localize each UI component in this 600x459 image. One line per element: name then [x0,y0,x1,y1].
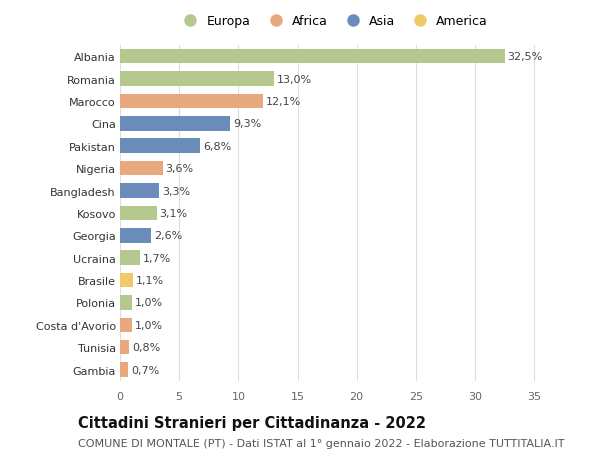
Bar [120,229,151,243]
Bar [120,117,230,131]
Text: 2,6%: 2,6% [154,231,182,241]
Bar [120,95,263,109]
Bar [120,162,163,176]
Bar [120,206,157,221]
Text: 0,8%: 0,8% [133,342,161,353]
Bar [120,296,132,310]
Bar [120,50,505,64]
Text: COMUNE DI MONTALE (PT) - Dati ISTAT al 1° gennaio 2022 - Elaborazione TUTTITALIA: COMUNE DI MONTALE (PT) - Dati ISTAT al 1… [78,438,565,448]
Text: 3,3%: 3,3% [162,186,190,196]
Text: 9,3%: 9,3% [233,119,261,129]
Text: 1,7%: 1,7% [143,253,172,263]
Bar [120,184,159,198]
Bar [120,363,128,377]
Legend: Europa, Africa, Asia, America: Europa, Africa, Asia, America [178,15,488,28]
Bar [120,340,130,355]
Bar [120,251,140,265]
Bar [120,318,132,332]
Text: 0,7%: 0,7% [131,365,160,375]
Bar [120,273,133,288]
Text: 3,1%: 3,1% [160,208,188,218]
Text: 32,5%: 32,5% [508,52,543,62]
Text: 1,1%: 1,1% [136,275,164,285]
Bar [120,72,274,87]
Text: 13,0%: 13,0% [277,74,312,84]
Text: 1,0%: 1,0% [135,320,163,330]
Text: 3,6%: 3,6% [166,164,194,174]
Text: 6,8%: 6,8% [203,141,232,151]
Bar [120,139,200,154]
Text: 1,0%: 1,0% [135,298,163,308]
Text: 12,1%: 12,1% [266,97,301,107]
Text: Cittadini Stranieri per Cittadinanza - 2022: Cittadini Stranieri per Cittadinanza - 2… [78,415,426,431]
